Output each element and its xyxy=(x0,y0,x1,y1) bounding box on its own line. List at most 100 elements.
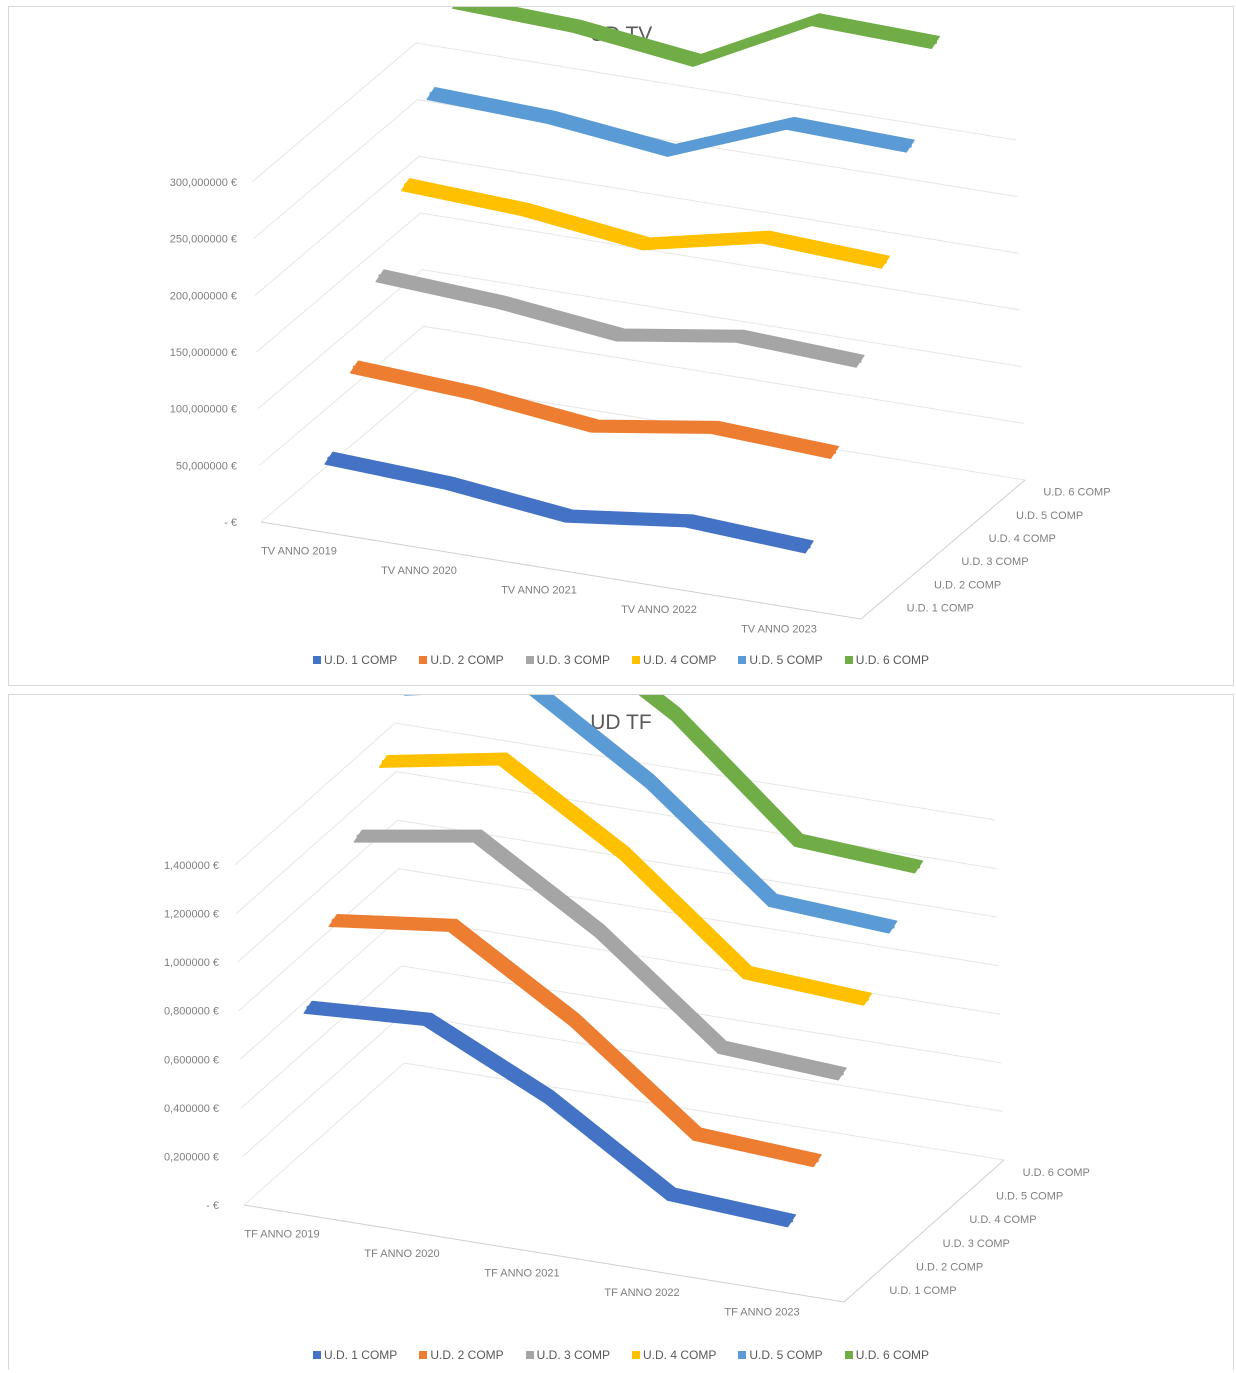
data-point xyxy=(498,300,502,304)
legend-label: U.D. 4 COMP xyxy=(643,1348,717,1362)
legend-swatch xyxy=(738,656,747,664)
legend-swatch xyxy=(312,656,321,664)
data-point xyxy=(327,456,331,460)
legend-label: U.D. 2 COMP xyxy=(430,653,504,667)
legend-item: U.D. 2 COMP xyxy=(419,1348,504,1362)
floor-edge xyxy=(260,479,1026,620)
data-point xyxy=(745,971,749,975)
data-point xyxy=(695,1132,699,1136)
data-point xyxy=(815,1159,819,1163)
data-point xyxy=(833,450,837,454)
gridline xyxy=(257,269,1023,410)
chart-title: UD TF xyxy=(590,711,652,734)
data-point xyxy=(378,274,382,278)
gridline xyxy=(234,722,996,866)
data-point xyxy=(813,18,817,22)
y-tick-label: 250,000000 € xyxy=(170,234,237,246)
depth-tick-label: U.D. 5 COMP xyxy=(996,1191,1063,1203)
data-point xyxy=(501,757,505,761)
gridline xyxy=(260,382,1026,523)
data-point xyxy=(403,183,407,187)
gridlines xyxy=(251,42,1026,523)
legend-item: U.D. 3 COMP xyxy=(525,1348,610,1362)
series-ribbon xyxy=(324,451,814,554)
depth-tick-label: U.D. 2 COMP xyxy=(916,1262,983,1274)
gridline xyxy=(241,965,1002,1109)
series-ribbon xyxy=(378,752,873,1006)
data-point xyxy=(934,40,938,44)
legend-swatch xyxy=(419,1351,428,1359)
data-point xyxy=(623,852,627,856)
y-tick-label: 1,400000 € xyxy=(164,860,219,872)
legend-item: U.D. 5 COMP xyxy=(738,653,823,667)
data-point xyxy=(644,242,648,246)
x-tick-label: TV ANNO 2022 xyxy=(621,604,697,616)
legend-label: U.D. 2 COMP xyxy=(430,1348,504,1362)
gridline xyxy=(256,212,1021,353)
depth-tick-label: U.D. 6 COMP xyxy=(1023,1167,1090,1179)
data-point xyxy=(598,929,602,933)
depth-tick-label: U.D. 6 COMP xyxy=(1043,487,1110,499)
gridlines xyxy=(234,722,1005,1206)
y-tick-label: 0,400000 € xyxy=(164,1103,219,1115)
y-tick-label: 100,000000 € xyxy=(170,404,237,416)
data-point xyxy=(567,514,571,518)
legend-item: U.D. 1 COMP xyxy=(312,1348,397,1362)
legend-item: U.D. 2 COMP xyxy=(419,653,504,667)
legend-swatch xyxy=(419,656,428,664)
legend-item: U.D. 4 COMP xyxy=(632,653,716,667)
y-tick-label: 50,000000 € xyxy=(176,460,237,472)
gridline xyxy=(253,99,1018,240)
legend-label: U.D. 5 COMP xyxy=(749,653,823,667)
data-point xyxy=(547,1095,551,1099)
data-point xyxy=(306,1005,310,1009)
data-point xyxy=(771,898,775,902)
legend-item: U.D. 3 COMP xyxy=(525,653,610,667)
x-tick-label: TV ANNO 2021 xyxy=(501,585,577,597)
data-point xyxy=(712,425,716,429)
legend-swatch xyxy=(844,1351,853,1359)
depth-tick-label: U.D. 1 COMP xyxy=(889,1285,956,1297)
gridline xyxy=(238,868,999,1012)
legend-swatch xyxy=(738,1351,747,1359)
gridline xyxy=(243,1062,1005,1206)
series-ribbon xyxy=(426,86,915,157)
data-point xyxy=(451,923,455,927)
gridline xyxy=(259,325,1024,466)
data-point xyxy=(687,519,691,523)
data-point xyxy=(840,1072,844,1076)
legend-item: U.D. 4 COMP xyxy=(632,1348,716,1362)
x-tick-label: TV ANNO 2019 xyxy=(261,546,337,558)
legend: U.D. 1 COMP U.D. 2 COMP U.D. 3 COMP U.D. 4 … xyxy=(9,1348,1233,1362)
depth-tick-label: U.D. 4 COMP xyxy=(969,1214,1036,1226)
y-tick-label: 300,000000 € xyxy=(170,177,237,189)
data-point xyxy=(695,58,699,62)
x-tick-label: TV ANNO 2020 xyxy=(381,565,457,577)
data-point xyxy=(573,1018,577,1022)
legend-label: U.D. 3 COMP xyxy=(536,1348,610,1362)
legend-item: U.D. 5 COMP xyxy=(738,1348,823,1362)
series-ribbon xyxy=(375,269,865,368)
data-point xyxy=(669,148,673,152)
y-tick-label: - € xyxy=(224,517,237,529)
data-point xyxy=(788,121,792,125)
data-point xyxy=(763,235,767,239)
data-point xyxy=(476,834,480,838)
series-ribbon xyxy=(452,7,941,67)
data-point xyxy=(797,838,801,842)
x-tick-label: TF ANNO 2022 xyxy=(604,1287,679,1299)
data-point xyxy=(917,865,921,869)
legend-label: U.D. 6 COMP xyxy=(855,1348,930,1362)
legend-swatch xyxy=(632,1351,640,1359)
data-point xyxy=(866,997,870,1001)
data-point xyxy=(429,91,433,95)
y-tick-label: 0,800000 € xyxy=(164,1006,219,1018)
y-tick-label: 0,600000 € xyxy=(164,1054,219,1066)
y-tick-label: 0,200000 € xyxy=(164,1151,219,1163)
data-point xyxy=(883,260,887,264)
gridline xyxy=(242,1013,1003,1157)
data-point xyxy=(891,925,895,929)
data-point xyxy=(331,918,335,922)
y-tick-label: 1,200000 € xyxy=(164,909,219,921)
data-point xyxy=(524,208,528,212)
